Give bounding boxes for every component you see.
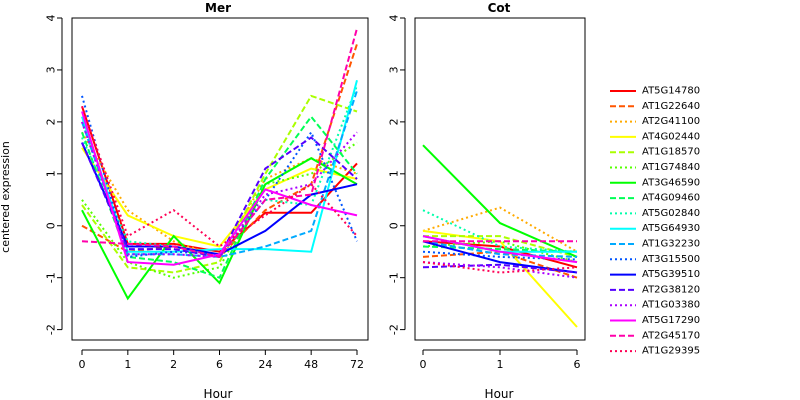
legend-label: AT1G22640 (642, 101, 700, 112)
x-tick-label-cot: 1 (497, 358, 504, 371)
legend-label: AT1G29395 (642, 346, 700, 357)
legend-item: AT5G02840 (610, 208, 700, 219)
legend-label: AT1G74840 (642, 162, 700, 173)
x-tick-label-mer: 48 (304, 358, 318, 371)
series-line-at1g03380-cot (422, 261, 578, 279)
legend: AT5G14780 AT1G22640 AT2G41100 AT4G02440 AT1G… (610, 86, 700, 357)
plot-frame-cot (414, 17, 586, 341)
legend-item: AT2G38120 (610, 284, 700, 295)
y-tick-label-mer: 3 (45, 66, 58, 73)
legend-item: AT1G22640 (610, 101, 700, 112)
legend-item: AT5G17290 (610, 315, 700, 326)
x-tick-label-mer: 1 (124, 358, 131, 371)
legend-label: AT2G38120 (642, 284, 700, 295)
series-line-at3g46590-mer (81, 157, 358, 301)
x-tick-label-cot: 6 (574, 358, 581, 371)
panel-cot: Cot Hour -2 -1 0 1 2 3 4 0 1 6 (388, 1, 586, 400)
series-line-at2g38120-cot (422, 263, 578, 274)
legend-item: AT1G18570 (610, 147, 700, 158)
y-tick-label-cot: 4 (388, 15, 401, 22)
y-axis-label: centered expression (0, 141, 12, 253)
legend-label: AT1G32230 (642, 239, 700, 250)
series-line-at5g02840-cot (422, 209, 578, 253)
legend-item: AT1G29395 (610, 346, 700, 357)
y-tick-label-cot: 3 (388, 66, 401, 73)
legend-label: AT4G02440 (642, 131, 700, 142)
panel-mer: Mer Hour -2 -1 0 1 2 3 4 0 1 2 6 24 48 72 (45, 1, 369, 400)
series-line-at1g32230-cot (422, 240, 578, 258)
legend-item: AT2G45170 (610, 330, 700, 341)
y-tick-label-mer: 4 (45, 15, 58, 22)
series-line-at2g38120-mer (81, 136, 358, 259)
series-line-at3g46590-cot (422, 144, 578, 258)
panel-title-mer: Mer (205, 1, 231, 15)
series-line-at4g02440-mer (81, 147, 358, 248)
y-tick-label-mer: -1 (45, 272, 58, 283)
y-tick-label-mer: -2 (45, 324, 58, 335)
series-line-at3g15500-cot (422, 250, 578, 261)
legend-item: AT2G41100 (610, 116, 700, 127)
legend-label: AT5G39510 (642, 269, 700, 280)
y-tick-label-cot: 0 (388, 222, 401, 229)
x-tick-label-mer: 24 (258, 358, 272, 371)
legend-label: AT5G02840 (642, 208, 700, 219)
series-line-at5g17290-cot (422, 235, 578, 264)
series-line-at2g41100-cot (422, 206, 578, 253)
legend-item: AT4G02440 (610, 131, 700, 142)
x-axis-label-mer: Hour (204, 387, 233, 400)
legend-label: AT1G03380 (642, 300, 700, 311)
legend-label: AT3G46590 (642, 177, 700, 188)
plot-frame-mer (71, 17, 369, 341)
legend-item: AT1G74840 (610, 162, 700, 173)
series-line-at1g29395-mer (81, 105, 358, 248)
y-tick-label-cot: -1 (388, 272, 401, 283)
legend-label: AT5G14780 (642, 86, 700, 97)
panel-title-cot: Cot (488, 1, 511, 15)
y-tick-label-cot: -2 (388, 324, 401, 335)
y-tick-label-mer: 2 (45, 118, 58, 125)
x-tick-label-mer: 0 (79, 358, 86, 371)
legend-item: AT4G09460 (610, 193, 700, 204)
series-line-at2g45170-mer (81, 28, 358, 259)
legend-label: AT5G17290 (642, 315, 700, 326)
series-line-at2g41100-mer (81, 131, 358, 259)
series-line-at1g29395-cot (422, 261, 578, 274)
legend-label: AT3G15500 (642, 254, 700, 265)
x-tick-label-mer: 6 (216, 358, 223, 371)
x-tick-label-mer: 2 (170, 358, 177, 371)
x-axis-label-cot: Hour (485, 387, 514, 400)
x-tick-label-mer: 72 (350, 358, 364, 371)
y-tick-label-cot: 1 (388, 170, 401, 177)
legend-item: AT1G03380 (610, 300, 700, 311)
legend-item: AT5G39510 (610, 269, 700, 280)
legend-label: AT5G64930 (642, 223, 700, 234)
legend-label: AT4G09460 (642, 193, 700, 204)
legend-label: AT2G41100 (642, 116, 700, 127)
legend-item: AT1G32230 (610, 239, 700, 250)
legend-item: AT3G15500 (610, 254, 700, 265)
x-tick-label-cot: 0 (420, 358, 427, 371)
series-line-at5g17290-mer (81, 111, 358, 266)
legend-item: AT3G46590 (610, 177, 700, 188)
series-line-at1g18570-mer (81, 94, 358, 274)
y-tick-label-mer: 0 (45, 222, 58, 229)
y-tick-label-mer: 1 (45, 170, 58, 177)
legend-item: AT5G64930 (610, 223, 700, 234)
series-line-at4g09460-mer (81, 115, 358, 279)
legend-item: AT5G14780 (610, 86, 700, 97)
y-tick-label-cot: 2 (388, 118, 401, 125)
legend-label: AT2G45170 (642, 330, 700, 341)
legend-label: AT1G18570 (642, 147, 700, 158)
